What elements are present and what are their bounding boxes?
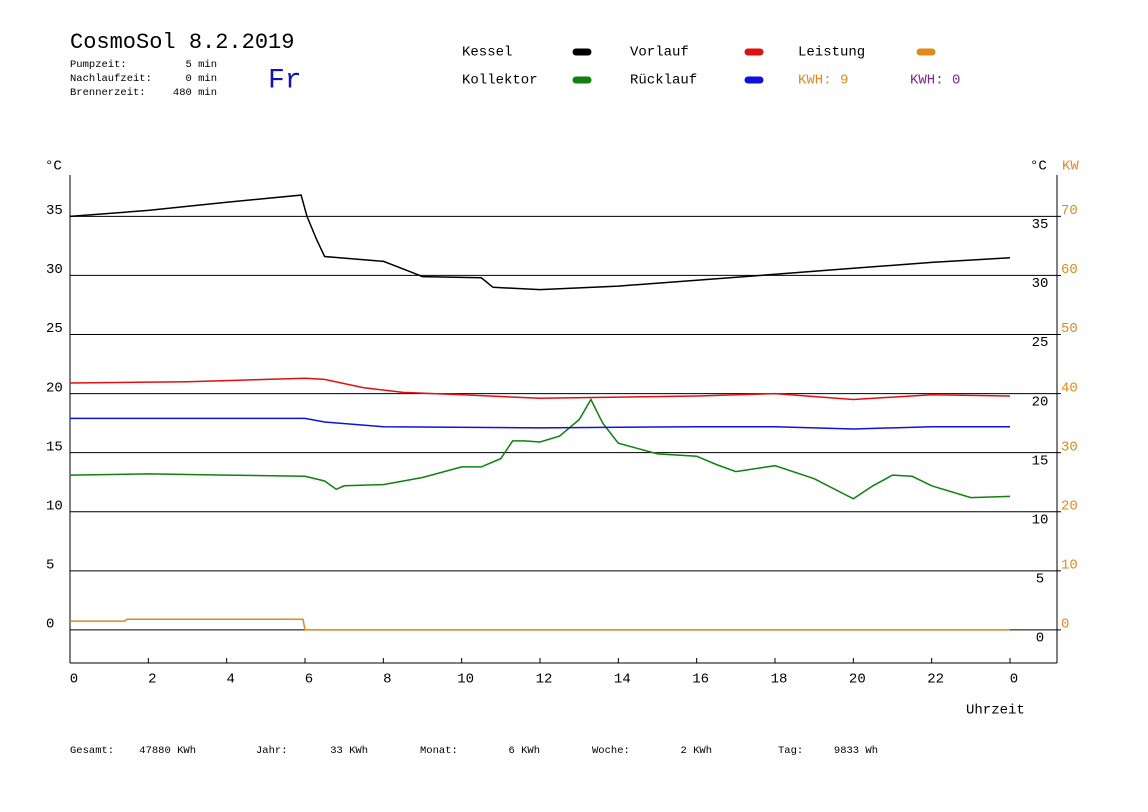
footer-label: Tag: [778,745,803,757]
y2-label: KW [1062,159,1079,175]
y2-tick-label: 0 [1061,617,1069,633]
footer-value: 33 KWh [330,745,368,757]
series-line [69,377,1011,401]
y-tick-label-right: 10 [1032,512,1049,528]
x-tick-label: 18 [771,672,788,688]
x-tick-label: 20 [849,672,866,688]
x-tick-label: 12 [536,672,553,688]
x-tick-label: 14 [614,672,631,688]
kwh-label: KWH: 9 [798,73,848,89]
series-line [69,194,1011,291]
y-tick-label-right: 30 [1032,276,1049,292]
y2-tick-label: 50 [1061,321,1078,337]
legend-label: Rücklauf [630,73,697,89]
x-tick-label: 8 [383,672,391,688]
y-tick-label-right: 15 [1032,453,1049,469]
x-tick-label: 16 [692,672,709,688]
footer-value: 2 KWh [680,745,712,757]
y-tick-label: 15 [46,439,63,455]
x-tick-label: 6 [305,672,313,688]
footer-value: 9833 Wh [834,745,878,757]
footer-label: Gesamt: [70,745,114,757]
legend-label: Kessel [462,45,512,61]
time-label: Brennerzeit: [70,87,146,99]
footer-value: 47880 KWh [139,745,196,757]
y2-tick-label: 60 [1061,262,1078,278]
x-tick-label: 22 [927,672,944,688]
x-label: Uhrzeit [966,703,1025,719]
y2-label-unit: °C [1030,159,1047,175]
y-tick-label: 35 [46,203,63,219]
y-label: °C [45,159,62,175]
y-tick-label-right: 0 [1036,631,1044,647]
footer-label: Jahr: [256,745,288,757]
x-tick-label: 0 [1010,672,1018,688]
y-tick-label-right: 5 [1036,572,1044,588]
y2-tick-label: 30 [1061,439,1078,455]
legend-label: Kollektor [462,73,538,89]
title: CosmoSol 8.2.2019 [70,30,294,55]
series-line [70,618,1010,631]
y2-tick-label: 10 [1061,558,1078,574]
y-tick-label: 25 [46,321,63,337]
time-value: 5 min [185,59,217,71]
time-label: Nachlaufzeit: [70,73,152,85]
y-tick-label: 0 [46,617,54,633]
series-line [70,417,1010,430]
x-tick-label: 2 [148,672,156,688]
time-label: Pumpzeit: [70,59,127,71]
x-tick-label: 10 [457,672,474,688]
day: Fr [268,65,302,96]
y-tick-label-right: 35 [1032,217,1049,233]
time-value: 480 min [173,87,217,99]
footer-label: Woche: [592,745,630,757]
x-tick-label: 4 [226,672,234,688]
legend-label: Vorlauf [630,45,689,61]
footer-value: 6 KWh [508,745,540,757]
y-tick-label: 5 [46,558,54,574]
y2-tick-label: 40 [1061,380,1078,396]
y-tick-label: 30 [46,262,63,278]
x-tick-label: 0 [70,672,78,688]
series-line [69,397,1011,500]
y-tick-label-right: 25 [1032,335,1049,351]
y2-tick-label: 20 [1061,498,1078,514]
y-tick-label-right: 20 [1032,394,1049,410]
y-tick-label: 20 [46,380,63,396]
y-tick-label: 10 [46,498,63,514]
y2-tick-label: 70 [1061,203,1078,219]
kwh-label: KWH: 0 [910,73,960,89]
footer-label: Monat: [420,745,458,757]
legend-label: Leistung [798,45,865,61]
time-value: 0 min [185,73,217,85]
